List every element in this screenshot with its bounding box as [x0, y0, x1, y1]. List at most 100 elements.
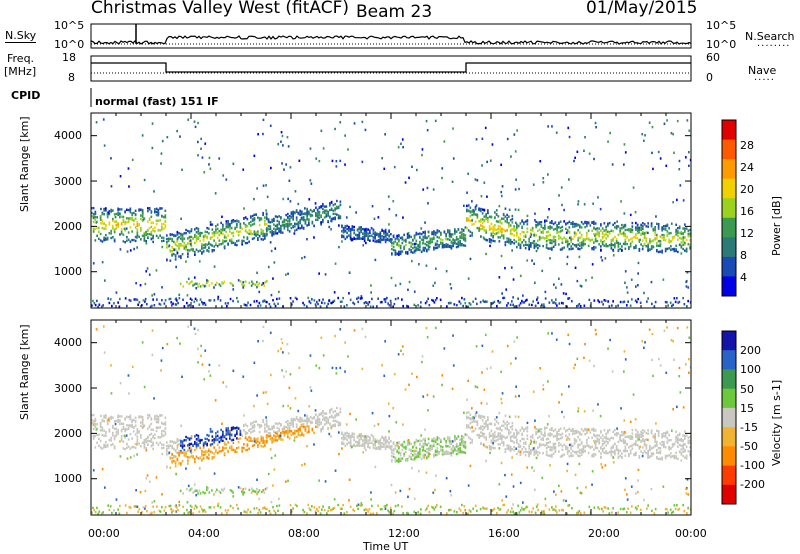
velocity-cell: [257, 444, 259, 447]
velocity-cell: [320, 428, 322, 431]
velocity-cell: [405, 445, 407, 448]
power-cell: [642, 230, 644, 234]
power-cell: [197, 121, 199, 125]
velocity-cell: [474, 413, 477, 417]
velocity-cell: [239, 433, 242, 436]
power-cell: [115, 226, 118, 229]
power-cell: [471, 213, 473, 217]
velocity-cell: [499, 435, 501, 438]
power-cell: [316, 208, 319, 211]
velocity-cell: [105, 414, 107, 417]
velocity-cell: [92, 422, 95, 425]
power-cell: [222, 224, 224, 228]
velocity-cell: [157, 415, 160, 419]
power-cell: [126, 217, 128, 220]
velocity-cell: [455, 452, 458, 456]
power-cell: [524, 240, 527, 244]
power-cell: [420, 238, 423, 241]
power-cell: [171, 246, 173, 249]
power-cell: [601, 300, 603, 304]
power-cell: [487, 211, 489, 215]
power-cell: [499, 219, 501, 222]
power-cell: [225, 236, 228, 239]
power-cell: [152, 228, 154, 231]
velocity-cell: [504, 436, 507, 440]
velocity-cell: [341, 441, 343, 444]
power-cell: [579, 224, 581, 227]
power-cell: [167, 239, 170, 243]
power-cell: [688, 129, 691, 132]
power-cell: [92, 220, 95, 224]
power-cell: [236, 240, 238, 243]
power-cell: [487, 216, 489, 220]
power-cell: [501, 222, 503, 225]
power-cell: [214, 283, 217, 287]
power-cell: [526, 227, 529, 230]
velocity-cell: [185, 452, 187, 456]
power-cell: [419, 232, 421, 235]
power-cell: [571, 300, 573, 303]
power-cell: [365, 232, 368, 236]
velocity-cell: [346, 443, 348, 446]
power-cell: [408, 234, 411, 237]
power-cell: [162, 239, 165, 242]
power-cell: [491, 302, 493, 305]
power-cell: [152, 221, 154, 224]
velocity-cell: [159, 414, 161, 417]
power-cell: [316, 215, 319, 218]
power-cell: [249, 303, 252, 307]
power-cell: [128, 298, 131, 302]
power-cell: [645, 225, 648, 228]
velocity-cell: [394, 456, 397, 460]
velocity-cell: [455, 445, 458, 448]
velocity-cell: [299, 418, 301, 421]
power-cell: [636, 223, 639, 227]
velocity-cell: [545, 443, 548, 447]
power-cell: [554, 221, 557, 224]
power-cell: [629, 213, 632, 217]
power-cell: [281, 224, 284, 227]
power-cell: [92, 215, 95, 218]
power-cell: [543, 305, 546, 308]
velocity-cell: [110, 415, 112, 419]
power-cell: [533, 245, 536, 249]
power-cell: [329, 209, 331, 212]
power-cell: [543, 303, 545, 306]
power-cell: [659, 250, 662, 253]
power-cell: [481, 212, 484, 215]
velocity-cell: [227, 427, 229, 430]
power-cell: [376, 305, 378, 308]
power-cell: [687, 229, 690, 232]
power-cell: [99, 218, 102, 221]
power-cell: [523, 235, 525, 238]
power-cell: [462, 234, 465, 237]
velocity-cell: [143, 446, 146, 449]
velocity-cell: [454, 436, 456, 440]
power-cell: [397, 297, 399, 300]
power-cell: [133, 238, 135, 242]
power-cell: [295, 216, 298, 219]
velocity-cell: [521, 448, 523, 451]
power-cell: [622, 231, 625, 235]
velocity-cell: [199, 439, 201, 442]
power-cell: [218, 239, 221, 242]
power-cell: [159, 207, 161, 210]
power-cell: [640, 228, 642, 231]
velocity-cell: [577, 436, 579, 439]
velocity-cell: [325, 416, 328, 420]
velocity-cell: [206, 442, 208, 446]
power-cell: [483, 300, 486, 303]
power-cell: [422, 238, 425, 242]
power-cell: [183, 247, 186, 250]
power-cell: [415, 231, 418, 235]
velocity-cell: [508, 428, 510, 432]
power-cell: [647, 297, 649, 300]
velocity-cell: [164, 421, 167, 424]
power-cell: [110, 208, 112, 212]
velocity-cell: [374, 444, 376, 447]
power-cell: [288, 219, 291, 222]
velocity-cell: [276, 422, 279, 426]
power-cell: [422, 235, 425, 239]
velocity-cell: [258, 426, 261, 429]
power-cell: [570, 237, 572, 240]
